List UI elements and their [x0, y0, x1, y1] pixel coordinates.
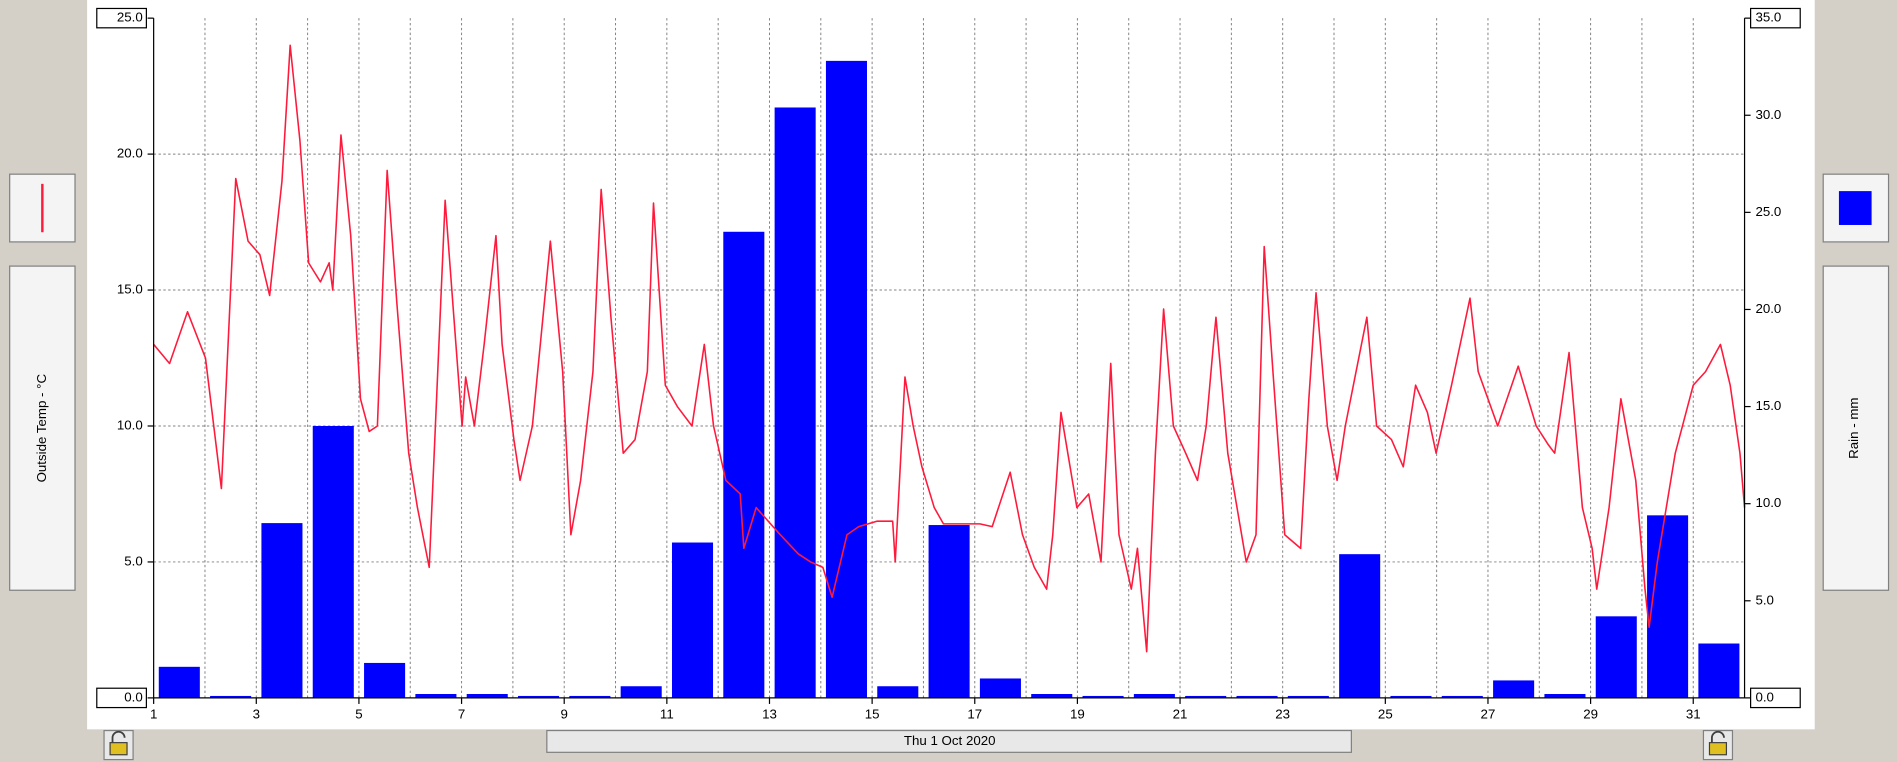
rain-bar — [1287, 695, 1329, 698]
x-tick-label: 1 — [150, 706, 157, 721]
y-tick-label: 10.0 — [117, 418, 143, 433]
rain-bar — [723, 231, 765, 698]
lock-left[interactable] — [103, 729, 134, 761]
x-tick-label: 7 — [458, 706, 465, 721]
rain-bar — [1493, 680, 1535, 698]
temperature-line — [153, 44, 1746, 653]
line-layer — [153, 44, 1746, 653]
x-tick-label: 23 — [1275, 706, 1290, 721]
rain-bar — [774, 107, 816, 698]
date-bar[interactable] — [546, 729, 1352, 753]
rain-bar — [569, 695, 611, 698]
rain-bar — [825, 60, 867, 698]
rain-bar — [312, 425, 354, 698]
rain-bar — [671, 542, 714, 698]
rain-bar — [979, 678, 1021, 698]
legend-swatch — [1838, 191, 1872, 225]
rain-bar — [1133, 694, 1175, 698]
rain-bar — [466, 694, 508, 698]
y2-tick-label: 35.0 — [1755, 10, 1781, 25]
rain-axis-button[interactable] — [1822, 265, 1890, 591]
x-tick-label: 31 — [1686, 706, 1701, 721]
y2-tick-label: 20.0 — [1755, 301, 1781, 316]
y-tick-label: 20.0 — [117, 146, 143, 161]
y2-tick-label: 25.0 — [1755, 204, 1781, 219]
rain-bar — [620, 686, 662, 698]
rain-bar — [415, 694, 457, 698]
x-tick-label: 3 — [253, 706, 260, 721]
x-axis-title: Thu 1 Oct 2020 — [904, 733, 996, 748]
x-tick-label: 11 — [660, 706, 674, 721]
rain-bar — [877, 686, 919, 698]
y2-axis-title: Rain - mm — [1846, 398, 1861, 459]
rain-bar — [158, 666, 200, 698]
rain-bar — [210, 695, 252, 698]
x-tick-label: 21 — [1173, 706, 1188, 721]
x-tick-label: 13 — [762, 706, 777, 721]
rain-bar — [364, 662, 406, 698]
rain-bar — [928, 525, 970, 698]
rain-bar — [1185, 695, 1227, 698]
x-tick-label: 5 — [355, 706, 362, 721]
y-tick-label: 0.0 — [124, 689, 143, 704]
rain-bar — [1544, 694, 1586, 698]
y-tick-box — [96, 7, 147, 29]
y2-tick-label: 0.0 — [1755, 689, 1774, 704]
y-tick-label: 5.0 — [124, 553, 143, 568]
rain-bar — [1647, 515, 1689, 698]
lock-right[interactable] — [1702, 729, 1734, 761]
rain-bar — [261, 523, 303, 698]
rain-bar — [1339, 554, 1381, 698]
axis-layer: 0.0 5.0 10.0 15.0 20.0 25.0 0.0 5.0 10.0 15.0 20.0… — [96, 7, 1801, 721]
y-axis-title: Outside Temp - °C — [34, 374, 49, 483]
x-tick-label: 25 — [1378, 706, 1393, 721]
x-tick-label: 27 — [1481, 706, 1496, 721]
rain-bar — [1441, 695, 1483, 698]
y2-tick-label: 30.0 — [1755, 107, 1781, 122]
rain-bar — [518, 695, 560, 698]
rain-bar — [1082, 695, 1124, 698]
y-tick-label: 25.0 — [117, 10, 143, 25]
rain-bar — [1698, 643, 1740, 698]
y-tick-label: 15.0 — [117, 282, 143, 297]
y2-tick-label: 15.0 — [1755, 398, 1781, 413]
x-tick-label: 19 — [1070, 706, 1085, 721]
x-tick-label: 29 — [1583, 706, 1598, 721]
rain-bar — [1390, 695, 1432, 698]
y2-tick-label: 10.0 — [1755, 495, 1781, 510]
rain-bar — [1031, 694, 1073, 698]
rain-bar — [1595, 616, 1637, 698]
x-tick-label: 9 — [561, 706, 568, 721]
rain-bar — [1236, 695, 1278, 698]
x-tick-label: 15 — [865, 706, 880, 721]
y-tick-box — [96, 687, 147, 709]
temp-axis-button[interactable] — [9, 265, 76, 591]
y2-tick-label: 5.0 — [1755, 592, 1774, 607]
x-tick-label: 17 — [967, 706, 982, 721]
